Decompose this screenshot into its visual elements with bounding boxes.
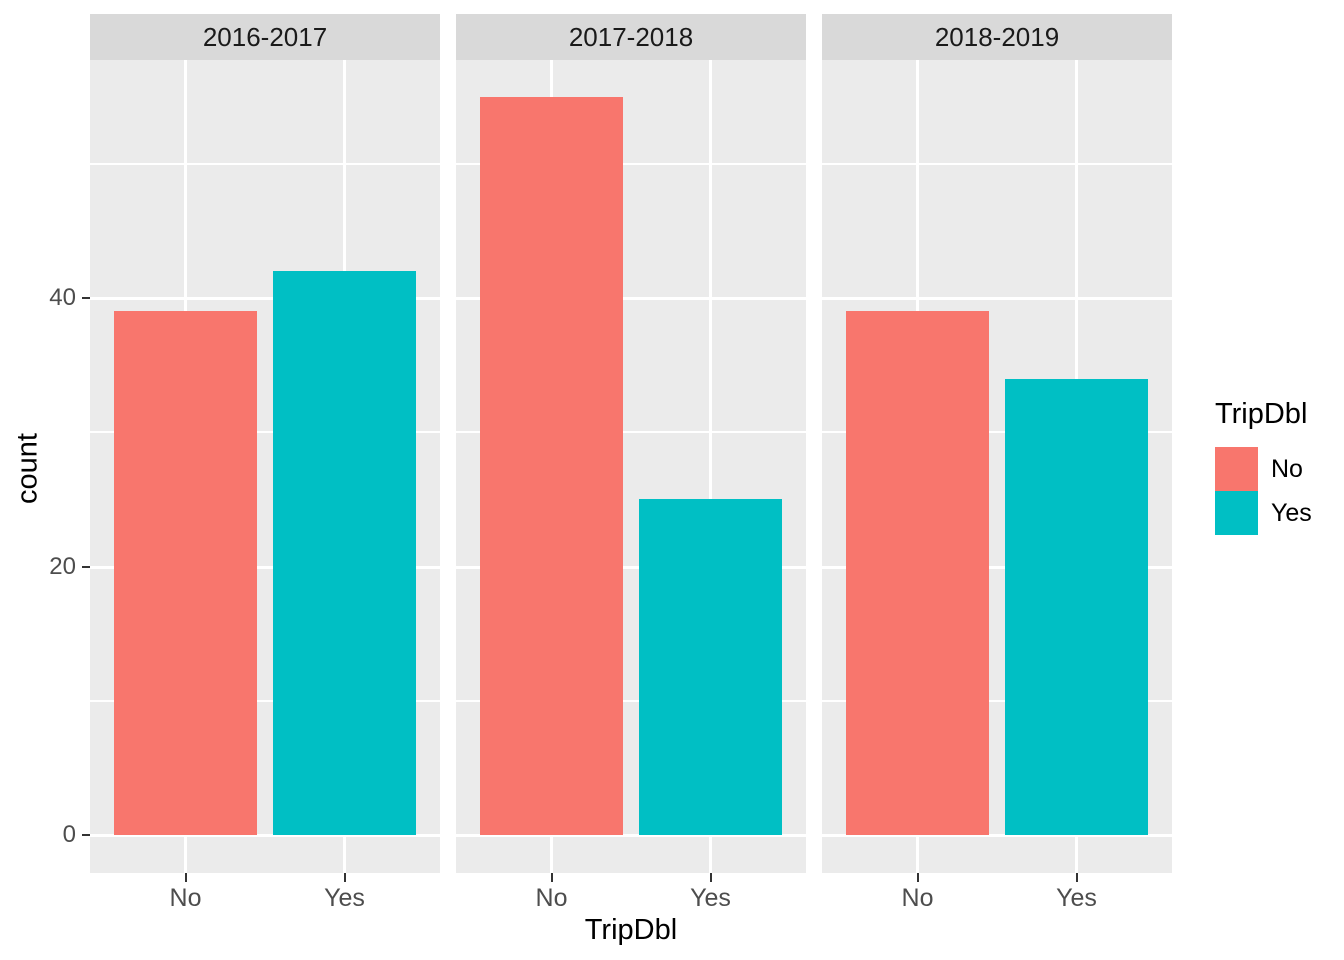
gridline-minor-y30 [456, 431, 806, 434]
bar-2018-2019-yes [1005, 378, 1148, 835]
gridline-minor-y10 [456, 699, 806, 702]
x-axis-title: TripDbl [584, 914, 678, 946]
gridline-minor-y50 [90, 162, 440, 165]
x-tick-label: Yes [690, 884, 731, 912]
legend-item-no: No [1215, 447, 1343, 491]
x-tick-label: No [169, 884, 202, 912]
facet-panel-2018-2019 [822, 60, 1172, 873]
x-tick-mark [550, 873, 553, 882]
facet-strip-2017-2018: 2017-2018 [456, 14, 806, 60]
y-tick-mark [82, 297, 90, 299]
x-tick-mark [1075, 873, 1078, 882]
x-tick-mark [184, 873, 187, 882]
facet-strip-2018-2019: 2018-2019 [822, 14, 1172, 60]
legend-swatch-no [1215, 447, 1258, 491]
facet-strip-label: 2016-2017 [202, 21, 328, 52]
facet-panel-2016-2017 [90, 60, 440, 873]
legend: TripDbl No Yes [1215, 398, 1343, 535]
x-tick-label: Yes [1056, 884, 1097, 912]
gridline-major-y20 [90, 565, 440, 569]
legend-title: TripDbl [1215, 398, 1308, 430]
gridline-minor-y10 [90, 699, 440, 702]
gridline-major-y0 [90, 834, 440, 837]
facet-strip-label: 2017-2018 [568, 21, 694, 52]
y-axis-title: count [11, 433, 44, 504]
legend-label-no: No [1271, 454, 1303, 483]
gridline-major-y40 [456, 297, 806, 300]
x-tick-label: No [901, 884, 934, 912]
x-tick-mark [916, 873, 919, 882]
gridline-minor-y50 [456, 162, 806, 165]
y-tick-label: 20 [49, 552, 76, 580]
bar-2016-2017-no [114, 311, 257, 835]
bar-2017-2018-no [480, 96, 623, 835]
legend-item-yes: Yes [1215, 491, 1343, 535]
gridline-major-y40 [90, 297, 440, 300]
gridline-minor-y10 [822, 699, 1172, 702]
gridline-major-y0 [822, 834, 1172, 837]
gridline-major-x-yes [709, 60, 712, 873]
facet-strip-2016-2017: 2016-2017 [90, 14, 440, 60]
legend-swatch-yes [1215, 491, 1258, 535]
x-tick-label: Yes [324, 884, 365, 912]
gridline-major-y20 [822, 565, 1172, 569]
y-tick-label: 40 [49, 284, 76, 311]
gridline-minor-y50 [822, 162, 1172, 165]
gridline-minor-y30 [90, 431, 440, 434]
facet-strip-label: 2018-2019 [934, 21, 1060, 52]
gridline-major-y40 [822, 297, 1172, 300]
bar-2017-2018-yes [639, 499, 782, 835]
y-tick-label: 0 [62, 821, 76, 848]
gridline-major-y20 [456, 565, 806, 569]
x-tick-mark [343, 873, 346, 882]
legend-label-yes: Yes [1271, 498, 1312, 527]
gridline-minor-y30 [822, 431, 1172, 434]
bar-2018-2019-no [846, 311, 989, 835]
x-tick-label: No [535, 884, 568, 912]
gridline-major-y0 [456, 834, 806, 837]
y-tick-mark [82, 565, 90, 568]
facet-panel-2017-2018 [456, 60, 806, 873]
bar-2016-2017-yes [273, 271, 416, 835]
x-tick-mark [709, 873, 712, 882]
y-tick-mark [82, 834, 90, 836]
